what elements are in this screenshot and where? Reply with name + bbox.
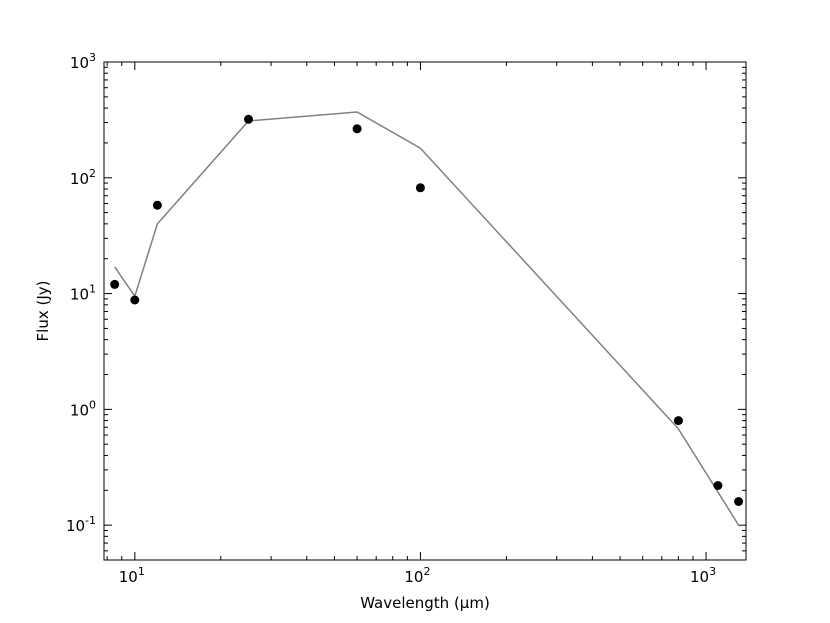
data-point bbox=[415, 183, 425, 193]
tick-labels: 101 102 103 10-1 100 101 102 103 bbox=[66, 51, 716, 586]
y-axis-label: Flux (Jy) bbox=[34, 281, 52, 342]
y-tick-label: 103 bbox=[70, 51, 96, 72]
y-tick-label: 100 bbox=[70, 398, 96, 419]
y-tick-label: 10-1 bbox=[66, 514, 96, 535]
major-ticks bbox=[104, 61, 746, 560]
x-axis-label: Wavelength (μm) bbox=[360, 594, 490, 612]
data-point bbox=[734, 497, 744, 506]
plot-frame bbox=[103, 61, 747, 561]
data-point bbox=[152, 200, 162, 210]
x-tick-label: 102 bbox=[404, 565, 430, 586]
series-layer bbox=[110, 111, 744, 526]
data-point bbox=[713, 481, 723, 490]
y-tick-label: 101 bbox=[70, 283, 96, 304]
minor-ticks bbox=[104, 62, 746, 561]
y-tick-label: 102 bbox=[70, 167, 96, 188]
data-point bbox=[130, 295, 140, 305]
data-point bbox=[110, 279, 120, 289]
data-point bbox=[673, 416, 683, 426]
data-point bbox=[352, 124, 362, 134]
x-tick-label: 103 bbox=[690, 565, 716, 586]
x-tick-label: 101 bbox=[119, 565, 145, 586]
data-point bbox=[244, 114, 253, 124]
model-line bbox=[114, 111, 740, 526]
